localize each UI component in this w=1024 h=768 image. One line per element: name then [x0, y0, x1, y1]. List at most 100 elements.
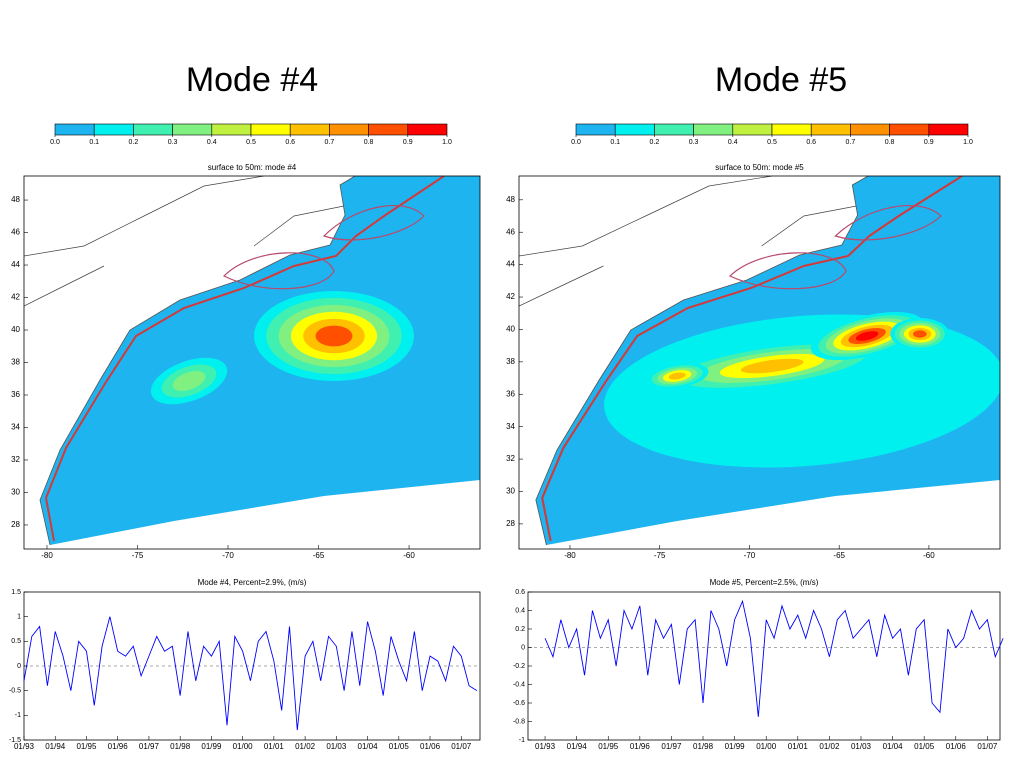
x-tick-label: 01/06 — [420, 742, 441, 751]
colorbar-tick-label: 0.9 — [403, 139, 413, 146]
map-shapes — [519, 176, 1000, 546]
shelf-contour — [541, 176, 963, 542]
y-tick-label: 32 — [506, 454, 515, 463]
y-tick-label: 28 — [506, 519, 515, 528]
series-line — [544, 599, 1004, 717]
panel-title: Mode #4 — [186, 61, 318, 99]
colorbar-tick-label: 0.8 — [364, 139, 374, 146]
plot-frame — [527, 591, 1001, 741]
x-tick-label: 01/04 — [883, 742, 904, 751]
colorbar-tick-label: 0.5 — [767, 139, 777, 146]
x-tick-label: 01/02 — [819, 742, 840, 751]
x-tick-label: -80 — [41, 551, 53, 560]
x-tick-label: 01/96 — [108, 742, 129, 751]
y-tick-label: 42 — [11, 293, 20, 302]
color-swatch — [172, 123, 213, 136]
y-tick-label: 32 — [11, 455, 20, 464]
x-tick-label: 01/01 — [788, 742, 809, 751]
x-tick-label: 01/96 — [630, 742, 651, 751]
y-tick-label: -0.6 — [513, 700, 525, 707]
y-tick-label: 48 — [11, 195, 20, 204]
x-tick-label: 01/03 — [851, 742, 872, 751]
color-swatch — [614, 123, 655, 136]
x-tick-label: 01/93 — [535, 742, 556, 751]
color-swatch — [889, 123, 930, 136]
color-swatch — [329, 123, 369, 136]
x-tick-label: 01/05 — [389, 742, 410, 751]
colorbar-tick-label: 0.6 — [806, 139, 816, 146]
x-tick-label: 01/05 — [914, 742, 935, 751]
y-tick-label: 28 — [11, 520, 20, 529]
color-swatch — [771, 123, 812, 136]
chart-title: Mode #5, Percent=2.5%, (m/s) — [710, 578, 819, 587]
y-tick-label: -0.8 — [513, 718, 525, 725]
color-swatch — [810, 123, 851, 136]
map-title: surface to 50m: mode #4 — [208, 163, 297, 172]
color-swatch — [250, 123, 291, 136]
bank-contour — [222, 205, 425, 290]
y-tick-label: 46 — [506, 227, 515, 236]
x-tick-label: 01/99 — [201, 742, 222, 751]
color-swatch — [850, 123, 890, 136]
colorbar-tick-label: 0.2 — [650, 139, 660, 146]
x-tick-label: 01/99 — [725, 742, 746, 751]
color-swatch — [732, 123, 773, 136]
y-tick-label: 30 — [11, 488, 20, 497]
field-contour — [315, 325, 353, 347]
y-tick-label: 48 — [506, 195, 515, 204]
color-swatch — [654, 123, 694, 136]
x-tick-label: 01/02 — [295, 742, 316, 751]
colorbar-tick-label: 0.9 — [924, 139, 934, 146]
colorbar-tick-label: 0.8 — [885, 139, 895, 146]
ocean-domain — [40, 176, 480, 545]
y-tick-label: 0.6 — [515, 589, 525, 596]
shelf-contour — [44, 176, 445, 542]
color-swatch — [928, 123, 969, 136]
colorbar-tick-label: 0.0 — [50, 139, 60, 146]
colorbar-tick-label: 0.3 — [689, 139, 699, 146]
bank-contour — [728, 205, 942, 290]
y-tick-label: 36 — [11, 390, 20, 399]
x-tick-label: -60 — [923, 551, 935, 560]
colorbar-tick-label: 0.2 — [129, 139, 139, 146]
y-tick-label: 42 — [506, 292, 515, 301]
field-contour — [855, 331, 879, 341]
y-tick-label: 1.5 — [11, 589, 21, 596]
y-tick-label: 36 — [506, 389, 515, 398]
y-tick-label: 40 — [506, 325, 515, 334]
y-tick-label: 0.4 — [515, 607, 525, 614]
color-swatch — [407, 123, 448, 136]
color-swatch — [693, 123, 734, 136]
y-tick-label: 38 — [11, 358, 20, 367]
coastline — [535, 176, 869, 546]
x-tick-label: 01/95 — [76, 742, 97, 751]
y-tick-label: -1 — [519, 737, 525, 744]
y-tick-label: 40 — [11, 325, 20, 334]
y-tick-label: -1.5 — [9, 737, 21, 744]
field-contour — [740, 358, 804, 374]
series-line — [23, 616, 478, 731]
y-tick-label: 0 — [17, 663, 21, 670]
x-tick-label: 01/94 — [567, 742, 588, 751]
y-tick-label: 44 — [11, 260, 20, 269]
x-tick-label: 01/04 — [358, 742, 379, 751]
colorbar-tick-label: 0.5 — [246, 139, 256, 146]
color-swatch — [289, 123, 330, 136]
color-swatch — [54, 123, 95, 136]
y-tick-label: 46 — [11, 228, 20, 237]
y-tick-label: -0.5 — [9, 688, 21, 695]
map-layer — [24, 176, 480, 546]
x-tick-label: 01/01 — [264, 742, 285, 751]
x-tick-label: -65 — [313, 551, 325, 560]
y-tick-label: 0.2 — [515, 626, 525, 633]
y-tick-label: -0.2 — [513, 663, 525, 670]
color-swatch — [93, 123, 134, 136]
y-tick-label: 38 — [506, 357, 515, 366]
y-tick-label: 34 — [506, 422, 515, 431]
x-tick-label: -70 — [744, 551, 756, 560]
x-tick-label: -70 — [222, 551, 234, 560]
land-outline — [519, 176, 857, 307]
x-tick-label: 01/97 — [139, 742, 160, 751]
